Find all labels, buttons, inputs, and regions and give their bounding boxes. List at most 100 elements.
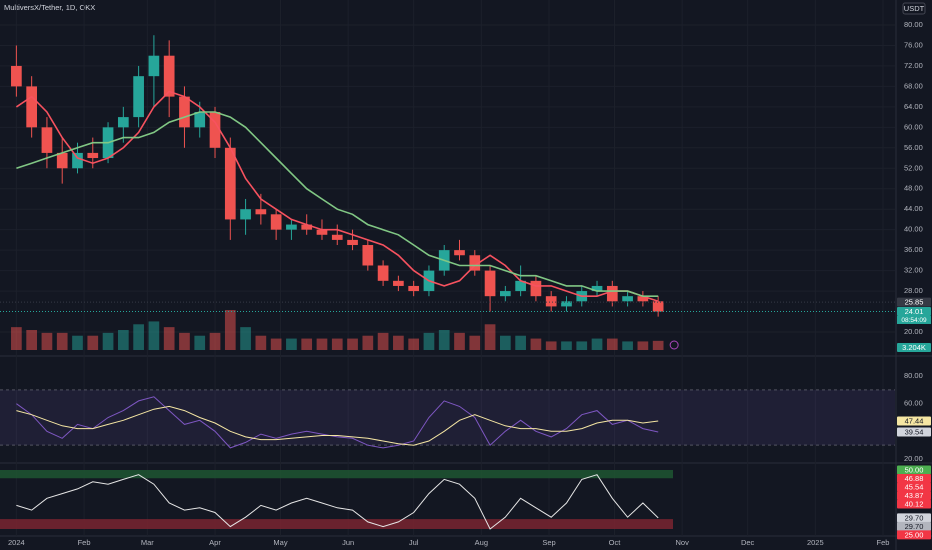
- volume-bar: [454, 332, 465, 350]
- x-tick-label: Dec: [741, 538, 755, 547]
- labels: 2024 Feb Mar Apr May Jun Jul Aug Sep Oct Nov Dec 202…: [8, 20, 931, 547]
- volume-bar: [652, 340, 664, 350]
- candle-body: [591, 285, 603, 292]
- volume-bar: [545, 341, 557, 350]
- candle-body: [301, 224, 313, 230]
- volume-bar: [72, 335, 83, 350]
- candle-body: [87, 152, 99, 159]
- value-tag: [897, 297, 931, 307]
- candle-body: [11, 65, 22, 87]
- volume-bar: [606, 338, 618, 350]
- y-tick-label: 80.00: [904, 371, 923, 380]
- volume-bar: [224, 310, 236, 350]
- x-tick-label: Feb: [877, 538, 890, 547]
- value-tag-label: 24.01: [905, 307, 924, 316]
- x-tick-label: 2025: [807, 538, 824, 547]
- volume-bar: [270, 338, 282, 350]
- y-tick-label: 80.00: [904, 20, 923, 29]
- x-tick-label: Jun: [342, 538, 354, 547]
- volume-bar: [102, 332, 114, 350]
- candle-body: [362, 245, 374, 266]
- volume-bar: [515, 335, 526, 350]
- value-tag-label: 40.12: [905, 499, 924, 508]
- volume-bar: [469, 335, 481, 350]
- volume-bar: [637, 341, 649, 350]
- moving-average: [16, 111, 659, 298]
- value-tag: [897, 482, 931, 492]
- candle-body: [561, 301, 572, 307]
- candle-body: [41, 127, 53, 153]
- volume-bar: [11, 327, 22, 350]
- volume-bar: [438, 330, 450, 350]
- value-tag-label: 39.54: [905, 427, 924, 436]
- candle-body: [347, 239, 358, 246]
- volume-bar: [41, 332, 53, 350]
- y-tick-label: 28.00: [904, 286, 923, 295]
- value-tag: [897, 499, 931, 509]
- y-tick-label: 20.00: [904, 327, 923, 336]
- x-tick-label: Nov: [675, 538, 689, 547]
- candle-body: [377, 265, 389, 281]
- candle-body: [499, 291, 511, 297]
- volume-bar: [26, 330, 38, 350]
- volume-bar: [423, 332, 435, 350]
- volume-bar: [499, 335, 511, 350]
- candle-body: [637, 296, 649, 302]
- value-tag: [897, 530, 931, 540]
- candle-body: [469, 255, 481, 271]
- grid: [0, 389, 895, 529]
- value-tag-label: 25.00: [905, 530, 924, 539]
- y-tick-label: 32.00: [904, 266, 923, 275]
- value-tag: [897, 513, 931, 523]
- x-tick-label: Sep: [542, 538, 555, 547]
- volume-bar: [209, 332, 221, 350]
- value-tag: [897, 465, 931, 475]
- candle-body: [530, 280, 542, 297]
- volume-bar: [331, 338, 343, 350]
- x-tick-label: Aug: [475, 538, 488, 547]
- indicator-line: [16, 396, 659, 449]
- indicator-line: [16, 474, 659, 530]
- value-tag: [897, 521, 931, 531]
- y-tick-label: 40.00: [904, 225, 923, 234]
- volume-bar: [408, 338, 420, 350]
- volume-bar: [301, 338, 313, 350]
- value-tag: [897, 491, 931, 500]
- value-tag-label: 45.54: [905, 482, 924, 491]
- volume-tag: [897, 343, 931, 352]
- volume-tag-label: 3.204K: [902, 343, 926, 352]
- value-tag-label: 50.00: [905, 465, 924, 474]
- value-tag-label: 47.44: [905, 417, 924, 426]
- moving-average: [15, 90, 659, 303]
- volume-bar: [56, 332, 68, 350]
- zone-band: [0, 519, 673, 529]
- y-tick-label: 52.00: [904, 163, 923, 172]
- candle-body: [255, 209, 267, 215]
- x-tick-label: Apr: [209, 538, 221, 547]
- alert-icon: [669, 340, 679, 350]
- candle-body: [148, 55, 160, 77]
- candle-body: [209, 111, 221, 148]
- candle-body: [194, 111, 206, 128]
- y-tick-label: 48.00: [904, 184, 923, 193]
- x-tick-label: May: [273, 538, 287, 547]
- x-tick-label: Feb: [78, 538, 91, 547]
- candle-body: [163, 55, 175, 97]
- volume-bar: [576, 341, 588, 350]
- rsi-band: [0, 389, 895, 446]
- y-tick-label: 36.00: [904, 245, 923, 254]
- volume-bar: [179, 332, 190, 350]
- currency[interactable]: USDT: [904, 4, 925, 13]
- x-tick-label: Mar: [141, 538, 154, 547]
- value-tag-label: 25.85: [905, 298, 924, 307]
- volume-bar: [286, 338, 297, 350]
- y-tick-label: 76.00: [904, 40, 923, 49]
- y-tick-label: 20.00: [904, 454, 923, 463]
- value-tag-label: 46.88: [905, 474, 924, 483]
- y-tick-label: 72.00: [904, 61, 923, 70]
- volume-bar: [133, 324, 144, 350]
- volume-bar: [377, 332, 389, 350]
- volume-bar: [347, 338, 358, 350]
- currency-box[interactable]: [902, 2, 926, 15]
